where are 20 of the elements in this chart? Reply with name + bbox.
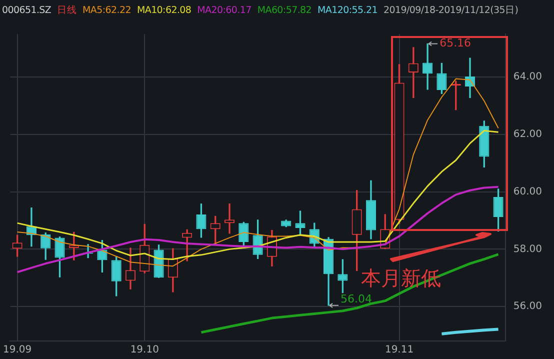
x-tick-label: 19.11: [384, 344, 414, 356]
y-tick-label: 56.00: [513, 301, 542, 312]
y-tick-label: 60.00: [513, 186, 542, 198]
y-tick-label: 62.00: [513, 129, 542, 140]
text: 日线: [57, 4, 77, 16]
text: MA120:55.21: [318, 4, 378, 16]
x-tick-label: 19.09: [2, 344, 32, 356]
candlestick: [422, 43, 433, 90]
text: MA10:62.08: [136, 4, 192, 16]
text: MA20:60.17: [197, 4, 252, 16]
y-tick-label: 58.00: [513, 244, 542, 255]
chart-title: 000651.SZ: [2, 4, 52, 16]
y-tick-label: 64.00: [513, 72, 542, 83]
x-tick-label: 19.10: [130, 344, 159, 356]
text: 2019/09/18-2019/11/12(35日): [383, 4, 518, 16]
annotation: 65.16: [440, 36, 472, 50]
text: MA5:62.22: [82, 4, 131, 16]
annotation: 56.04: [340, 292, 372, 306]
candlestick: [224, 204, 235, 234]
text: MA60:57.82: [257, 4, 312, 16]
